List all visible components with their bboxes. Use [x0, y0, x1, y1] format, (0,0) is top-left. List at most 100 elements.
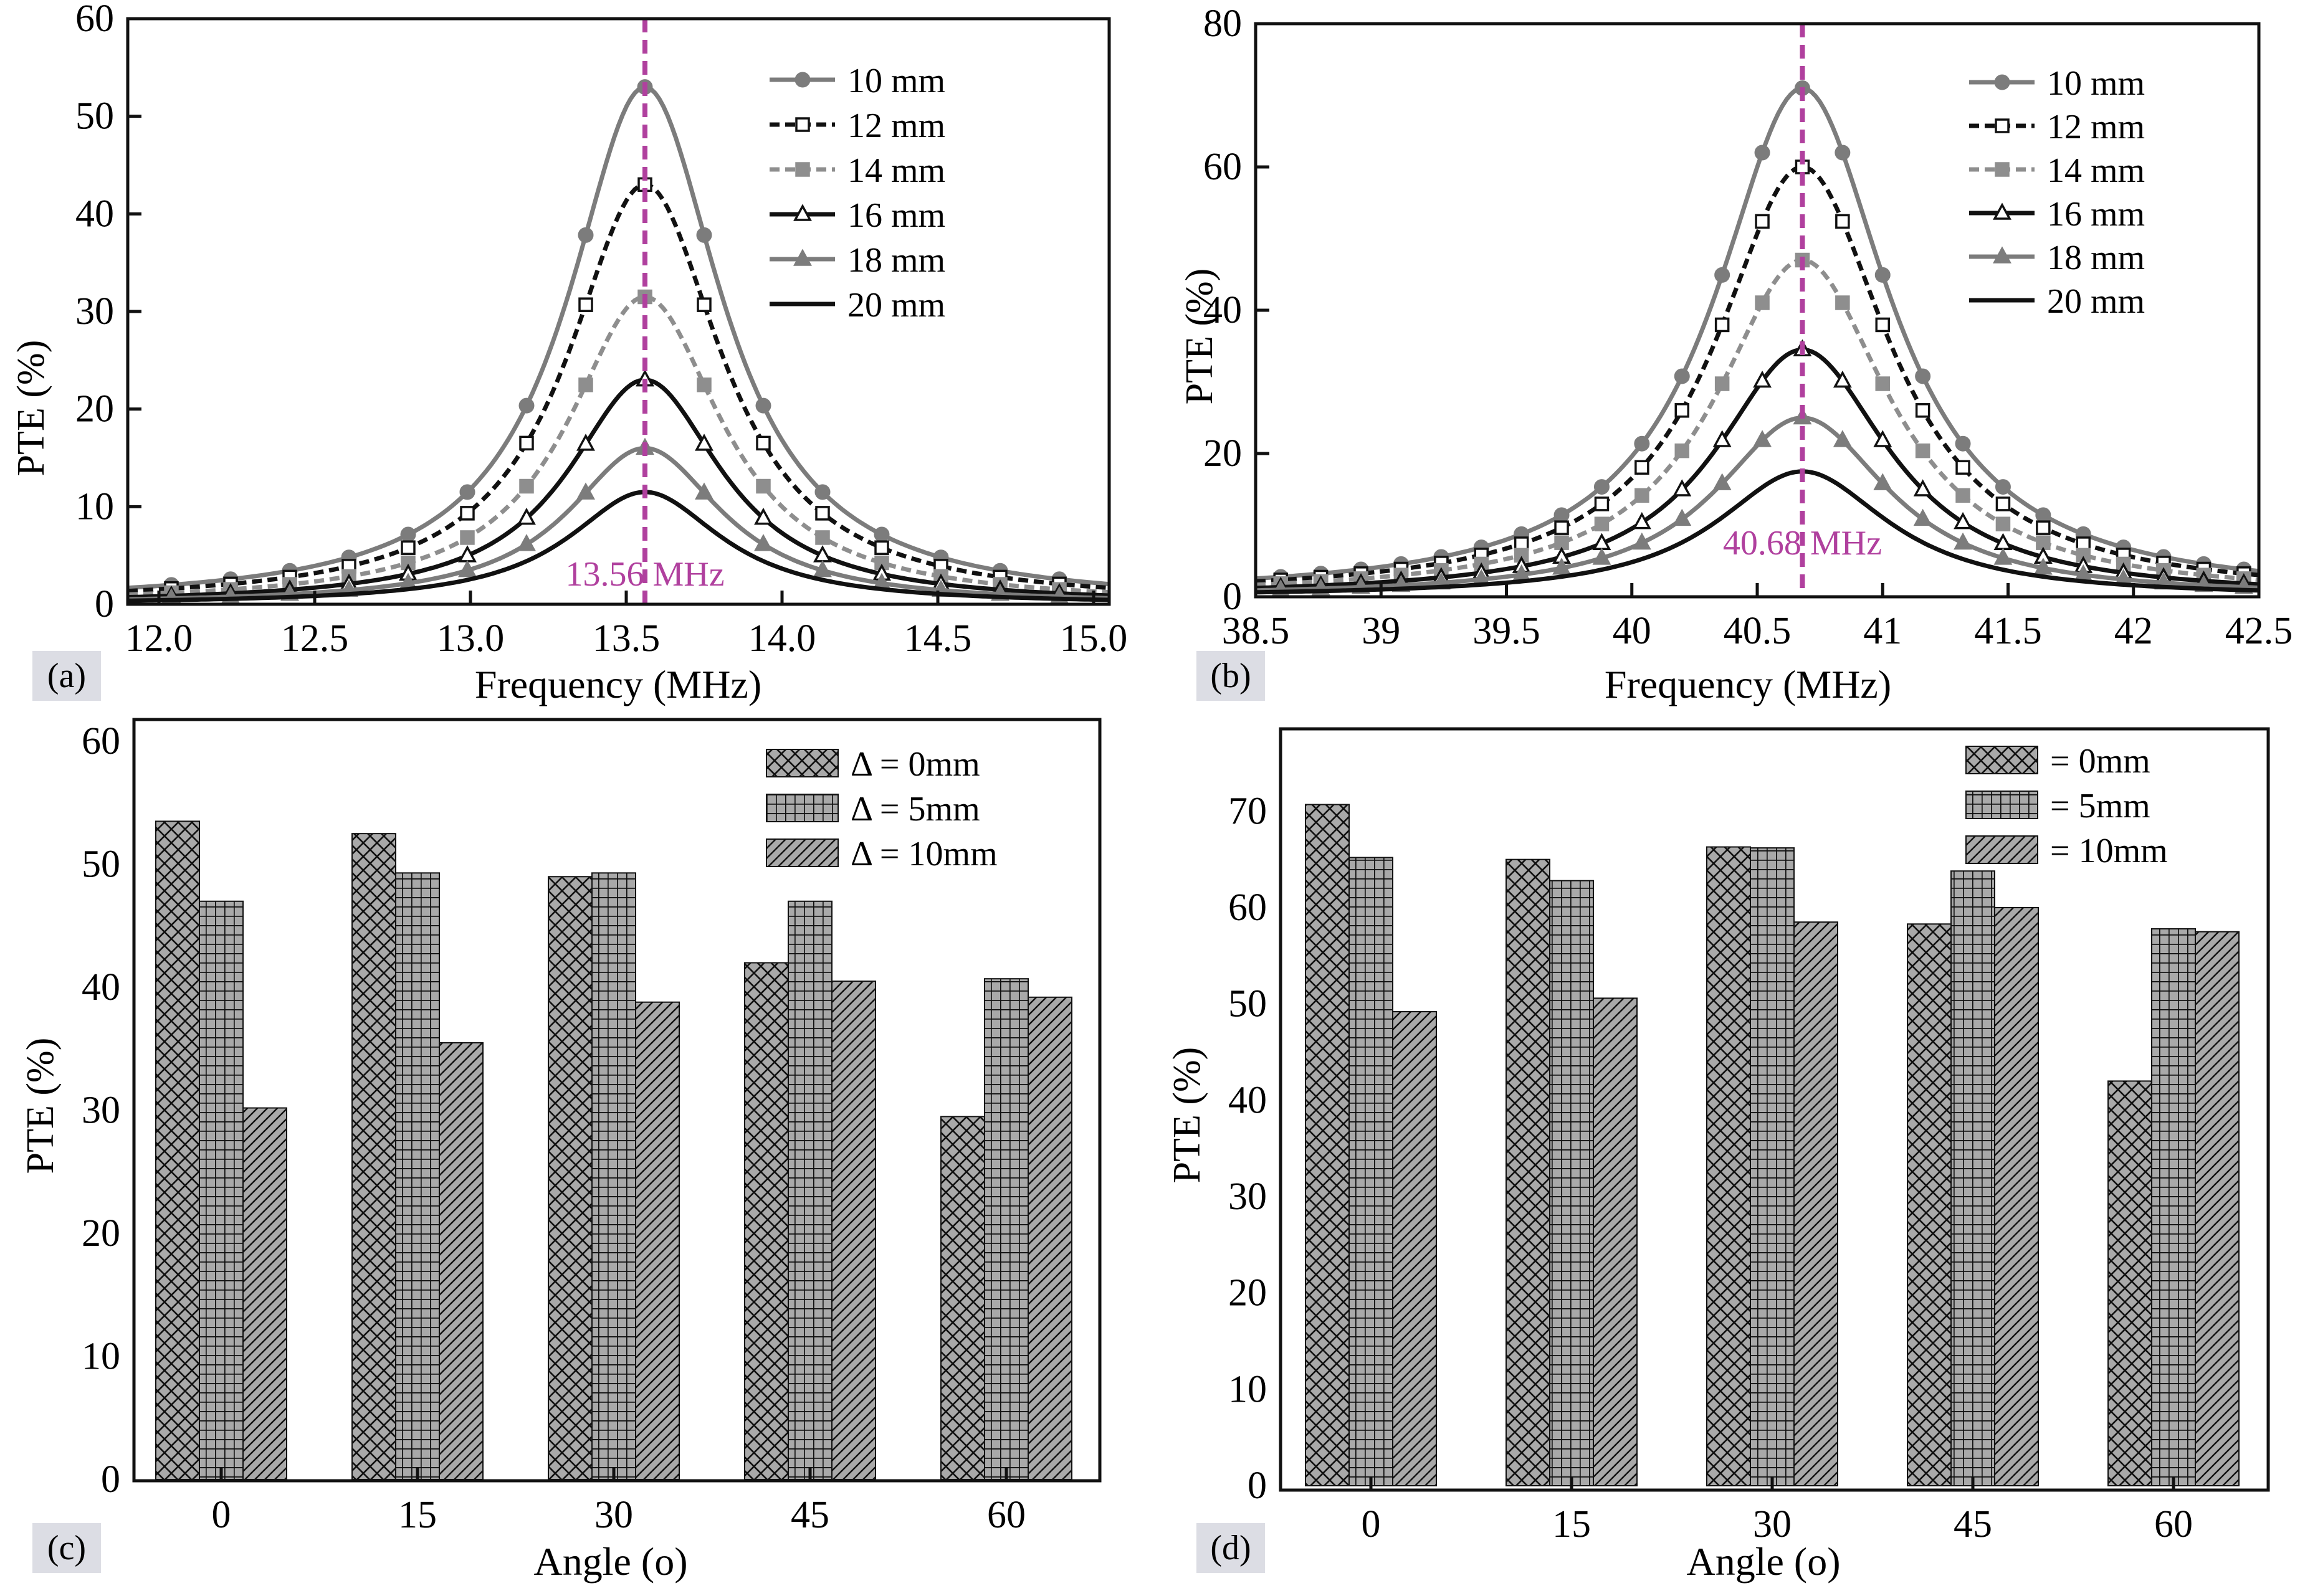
panel-d-bar — [1593, 997, 1638, 1487]
panel-b-series-line-16mm — [1255, 347, 2259, 591]
panel-b-marker — [1954, 511, 1972, 530]
panel-c-bar — [439, 1042, 484, 1480]
panel-c-label-box — [32, 1523, 101, 1573]
panel-d-x-tick-label: 0 — [1362, 1503, 1381, 1546]
panel-c-legend-label: Δ = 0mm — [851, 745, 980, 784]
panel-a-x-tick-label: 13.5 — [593, 617, 661, 660]
panel-a-plot-layer: 13.56 MHz — [127, 19, 1110, 606]
panel-a-marker — [696, 227, 712, 243]
panel-d-bar — [1750, 847, 1795, 1486]
panel-d-x-tick-label: 30 — [1753, 1503, 1792, 1546]
panel-b-x-tick-label: 41.5 — [1974, 610, 2042, 652]
panel-a-ticks: 12.0 12.5 13.0 13.5 14.0 14.5 15.0 0 10 20 30 40 50 6… — [75, 0, 1127, 660]
panel-d-bar — [1305, 804, 1350, 1486]
panel-b-marker — [1835, 214, 1850, 229]
panel-b-label: (b) — [1210, 657, 1251, 695]
panel-b-marker — [1915, 443, 1930, 458]
panel-c-axes-frame — [132, 718, 1102, 1483]
panel-b-marker — [1674, 443, 1689, 458]
panel-c-legend-label: Δ = 10mm — [851, 835, 998, 873]
panel-b-marker — [1955, 460, 1970, 475]
panel-a-marker — [400, 526, 416, 543]
panel-b-series-line-12mm — [1255, 164, 2259, 584]
panel-b-label-box — [1196, 651, 1265, 701]
panel-b-marker — [1955, 488, 1970, 503]
panel-c-legend-swatch — [766, 749, 839, 777]
panel-d-x-label: Angle (o) — [1686, 1539, 1840, 1584]
panel-b-x-tick-label: 39 — [1362, 610, 1400, 652]
panel-d-bar — [1950, 870, 1995, 1486]
panel-d-ticks: 0 15 30 45 60 0 10 20 30 40 50 60 70 = 0mm = 5mm = 10mm — [1228, 742, 2193, 1546]
panel-c-y-tick-label: 40 — [82, 966, 120, 1009]
panel-a-y-tick-label: 10 — [75, 485, 114, 528]
panel-b-y-tick-label: 80 — [1203, 2, 1242, 45]
panel-d-legend-label: = 10mm — [2050, 832, 2168, 870]
panel-b-marker — [1632, 532, 1651, 550]
panel-c-y-tick-label: 60 — [82, 720, 120, 762]
panel-b-marker — [1634, 460, 1649, 475]
panel-a-series-line-14mm — [127, 295, 1110, 597]
panel-c-legend-swatch — [766, 794, 839, 822]
panel-b-x-tick-label: 40.5 — [1724, 610, 1792, 652]
panel-c-x-tick-label: 0 — [212, 1494, 231, 1536]
panel-b-marker — [1995, 479, 2011, 495]
panel-c-x-tick-label: 30 — [594, 1494, 633, 1536]
panel-c-y-tick-label: 10 — [82, 1336, 120, 1378]
panel-c-bar — [548, 876, 593, 1480]
panel-b-x-tick-label: 42.5 — [2225, 610, 2293, 652]
panel-d-y-label: PTE (%) — [1166, 1047, 1208, 1184]
panel-a-marker — [697, 378, 712, 392]
panel-d-bar — [1706, 846, 1751, 1486]
panel-a-marker — [458, 559, 477, 577]
panel-b-center-marker-label: 40.68 MHz — [1723, 524, 1882, 563]
panel-d-legend-swatch — [1965, 746, 2038, 774]
panel-b-legend-label: 20 mm — [2047, 282, 2145, 321]
panel-c-bar — [1028, 996, 1072, 1481]
panel-d-legend-label: = 5mm — [2050, 787, 2150, 825]
panel-b-y-tick-label: 20 — [1203, 432, 1242, 475]
panel-d-y-tick-label: 0 — [1248, 1465, 1267, 1507]
panel-b-legend-label: 18 mm — [2047, 239, 2145, 277]
panel-a-series-line-20mm — [127, 490, 1110, 603]
panel-b-legend-marker — [1995, 162, 2010, 177]
panel-b-marker — [1554, 520, 1569, 535]
panel-b-marker — [1714, 376, 1730, 391]
panel-d-bar — [1907, 923, 1952, 1486]
panel-d-y-tick-label: 10 — [1228, 1368, 1267, 1410]
panel-c-x-tick-label: 45 — [791, 1494, 829, 1536]
panel-b-marker — [1592, 548, 1611, 565]
panel-b-legend-label: 10 mm — [2047, 64, 2145, 103]
panel-a-y-tick-label: 20 — [75, 388, 114, 430]
panel-a-y-tick-label: 40 — [75, 192, 114, 235]
panel-a-marker — [815, 506, 830, 521]
panel-d-y-tick-label: 20 — [1228, 1272, 1267, 1314]
panel-b-marker — [1552, 558, 1571, 575]
panel-a-marker — [576, 482, 595, 500]
panel-b-legend-label: 16 mm — [2047, 195, 2145, 234]
panel-a-series-line-12mm — [127, 183, 1110, 594]
panel-a-marker — [518, 397, 535, 414]
panel-c-y-tick-label: 20 — [82, 1212, 120, 1255]
panel-a-legend-label: 16 mm — [847, 196, 945, 235]
panel-c-legend-label: Δ = 5mm — [851, 790, 980, 829]
panel-b-marker — [1955, 435, 1971, 452]
panel-a-label: (a) — [47, 657, 86, 695]
panel-b-marker — [1673, 479, 1692, 496]
panel-d-y-tick-label: 60 — [1228, 886, 1267, 929]
panel-a-axes-frame — [126, 17, 1111, 606]
panel-b-plot-layer: 40.68 MHz — [1255, 24, 2259, 597]
panel-b-marker — [2033, 558, 2053, 575]
panel-b-marker — [1913, 508, 1932, 526]
panel-a-marker — [576, 434, 595, 451]
panel-b-y-tick-label: 40 — [1203, 289, 1242, 331]
panel-a-legend-label: 18 mm — [847, 241, 945, 280]
panel-c-bar — [940, 1116, 985, 1480]
panel-a-y-tick-label: 0 — [95, 583, 114, 625]
panel-c-x-label: Angle (o) — [533, 1539, 687, 1584]
panel-b-marker — [1755, 214, 1770, 229]
panel-b-legend-label: 12 mm — [2047, 108, 2145, 146]
panel-a-x-tick-label: 12.0 — [125, 617, 193, 660]
panel-b-y-tick-label: 60 — [1203, 146, 1242, 188]
panel-b-y-label: PTE (%) — [1178, 268, 1221, 405]
